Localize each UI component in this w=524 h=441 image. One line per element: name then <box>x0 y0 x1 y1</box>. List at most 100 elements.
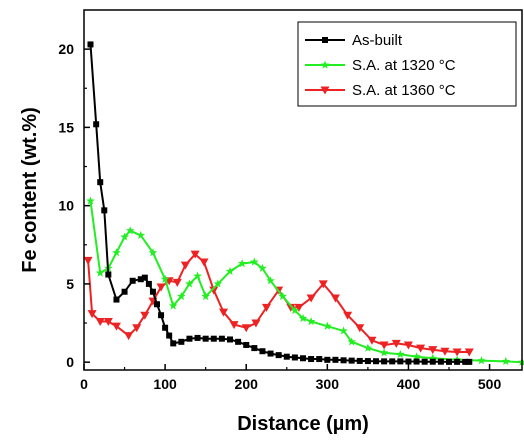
series-2-point <box>148 248 158 257</box>
legend-marker <box>320 86 330 95</box>
series-3-point <box>95 317 105 326</box>
series-3-point <box>209 286 219 295</box>
x-tick-label: 400 <box>397 376 421 392</box>
series-1-point <box>218 335 225 342</box>
series-2-point <box>177 291 186 301</box>
series-1-point <box>462 358 469 365</box>
series-1-point <box>162 324 169 331</box>
series-3-line <box>87 253 470 353</box>
legend-entry-1: As-built <box>305 32 403 49</box>
series-1-point <box>166 332 173 339</box>
series-1-point <box>429 358 436 365</box>
series-3-point <box>156 283 166 292</box>
legend-marker <box>322 37 328 43</box>
series-1-point <box>300 355 306 362</box>
series-3-point <box>379 341 389 350</box>
series-2-point <box>339 326 348 335</box>
y-tick-label: 5 <box>66 276 74 292</box>
series-3-point <box>172 278 182 287</box>
series-2-point <box>237 259 247 268</box>
series-1-point <box>421 358 428 365</box>
series-1-point <box>129 277 136 284</box>
series-2-point <box>193 271 202 280</box>
x-tick-label: 500 <box>478 376 502 392</box>
series-3-point <box>452 348 462 357</box>
y-tick-label: 0 <box>66 354 74 370</box>
series-1-point <box>149 288 156 295</box>
series-2-point <box>168 301 178 310</box>
series-2-point <box>428 353 438 362</box>
ticks-layer: 0 100 200 300 400 500 0 5 10 15 20 <box>58 41 501 392</box>
series-1-point <box>186 335 193 342</box>
series-1-point <box>113 296 120 303</box>
series-2-point <box>347 337 356 346</box>
series-1-point <box>275 352 282 359</box>
series-3-point <box>416 344 426 353</box>
series-3-point <box>87 310 97 319</box>
series-3-point <box>180 261 190 270</box>
series-2-point <box>396 349 405 358</box>
series-3-point <box>262 303 271 312</box>
series-2-point <box>95 268 105 277</box>
plot-frame <box>83 9 523 371</box>
series-1 <box>87 41 473 365</box>
series-1-point <box>194 334 201 341</box>
series-1-point <box>243 341 250 348</box>
x-tick-label: 300 <box>316 376 340 392</box>
series-2-point <box>86 196 95 205</box>
series-3-point <box>403 341 413 350</box>
series-3-point <box>306 294 316 303</box>
x-tick-label: 200 <box>235 376 259 392</box>
series-2-point <box>323 321 332 330</box>
series-2-point <box>201 291 210 301</box>
series-1-point <box>141 274 148 281</box>
series-2-point <box>379 348 389 357</box>
series-2-point <box>290 306 300 315</box>
series-2-point <box>298 313 308 322</box>
series-3-point <box>140 311 150 320</box>
series-3-point <box>199 258 209 267</box>
series-1-point <box>235 338 242 345</box>
series-3-point <box>124 332 134 341</box>
series-1-point <box>413 358 420 365</box>
series-3-point <box>219 308 229 317</box>
series-1-point <box>97 179 104 186</box>
series-3-point <box>343 311 353 320</box>
series-2-point <box>120 232 129 241</box>
series-3-point <box>103 317 113 326</box>
series-1-point <box>145 280 152 287</box>
series-2-point <box>278 291 287 301</box>
series-3-point <box>355 324 365 333</box>
y-tick-label: 20 <box>58 41 74 57</box>
x-tick-label: 100 <box>153 376 177 392</box>
series-2-point <box>363 343 373 352</box>
series-1-point <box>101 207 108 214</box>
legend-label: As-built <box>352 32 403 49</box>
series-2-point <box>112 248 121 257</box>
series-2-point <box>266 276 275 285</box>
legend-entry-3: S.A. at 1360 °C <box>305 82 456 99</box>
series-2-point <box>136 230 146 240</box>
series-3-point <box>464 348 474 357</box>
series-3-point <box>251 319 261 328</box>
series-1-point <box>170 340 177 347</box>
series-1-point <box>340 357 347 364</box>
x-axis-title: Distance (µm) <box>237 413 369 435</box>
series-1-point <box>348 357 355 364</box>
series-3-point <box>190 250 200 259</box>
series-1-point <box>405 358 412 365</box>
series-1-point <box>202 335 209 342</box>
series-2-point <box>185 279 194 288</box>
series-1-point <box>364 358 371 365</box>
series-3-point <box>83 256 93 265</box>
series-3-point <box>440 347 450 356</box>
series-2-point <box>501 356 511 366</box>
series-3-point <box>428 346 438 355</box>
series-1-point <box>227 336 233 343</box>
x-tick-label: 0 <box>80 376 88 392</box>
series-3-point <box>294 303 304 312</box>
series-2-point <box>412 352 421 361</box>
legend-entry-2: S.A. at 1320 °C <box>305 57 456 74</box>
series-2-point <box>213 279 223 288</box>
